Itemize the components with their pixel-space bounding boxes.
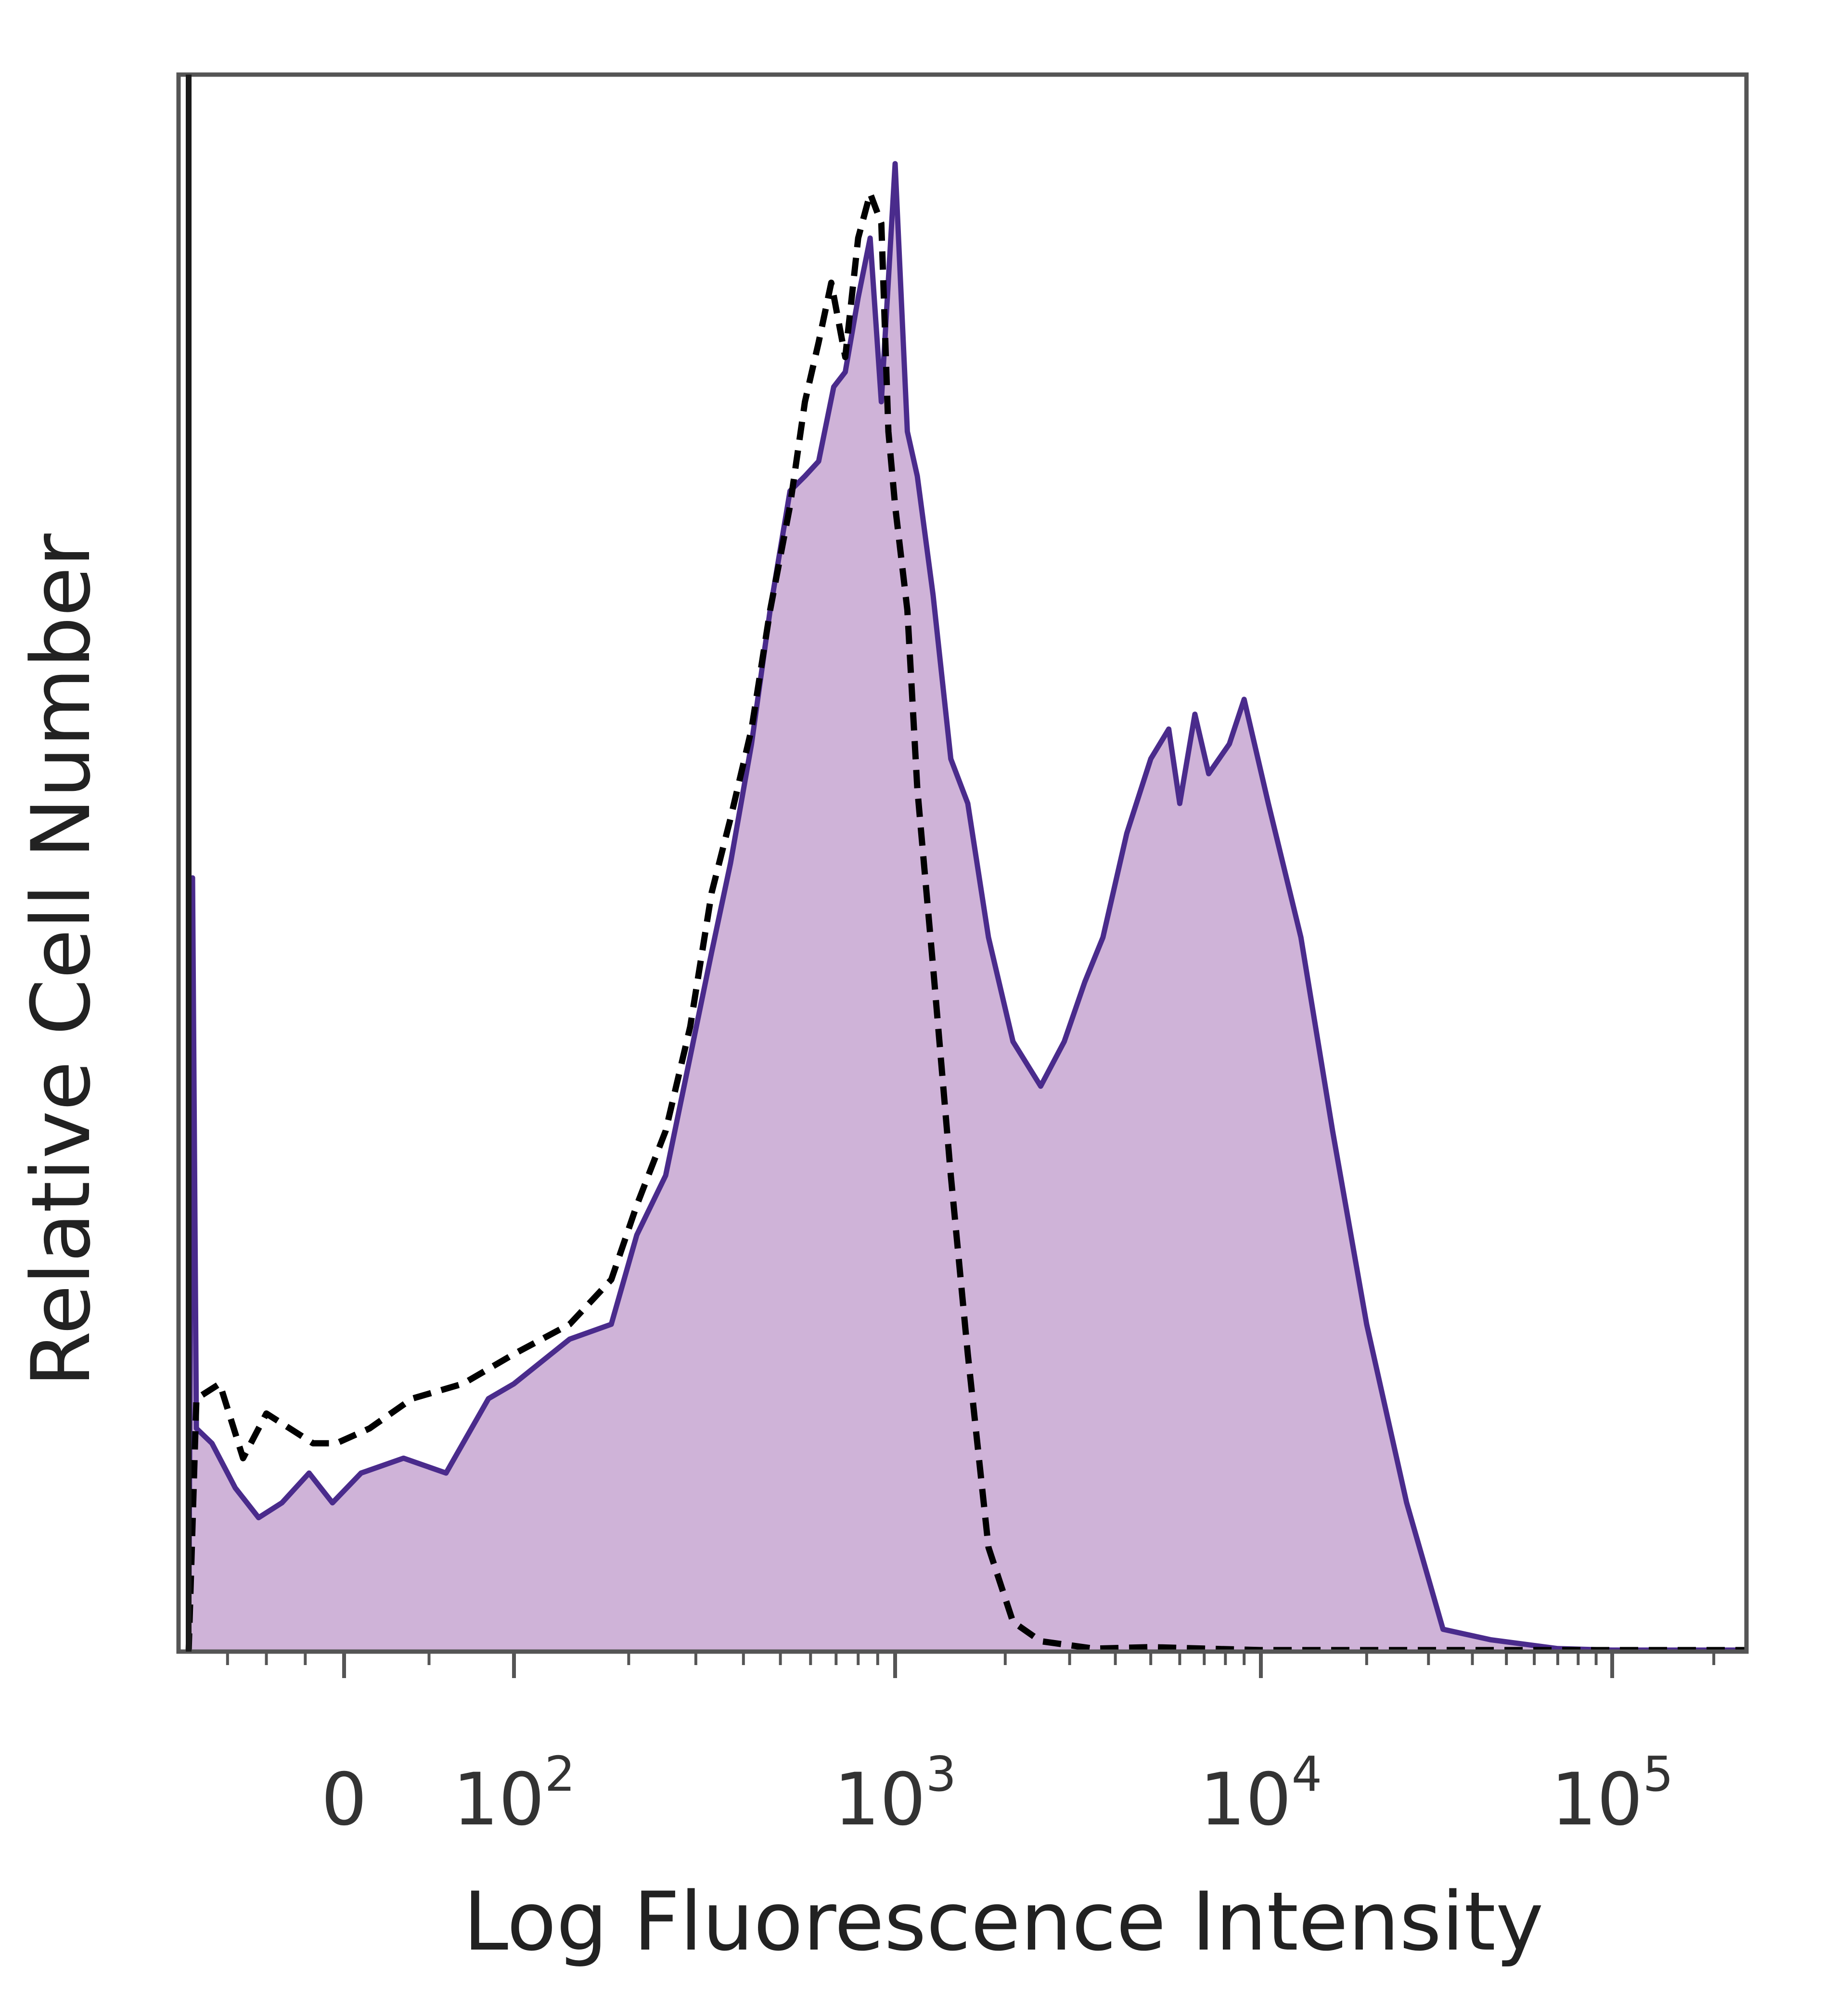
series-0-fill — [189, 164, 1746, 1652]
x-axis-ticks — [226, 1652, 1716, 1678]
x-tick-label: 104 — [1200, 1746, 1322, 1842]
y-axis-title: Relative Cell Number — [14, 533, 108, 1387]
plot-frame — [176, 72, 1749, 1654]
series-0-line — [186, 161, 1746, 1653]
series-layer — [185, 161, 1746, 1654]
x-tick-label: 0 — [321, 1758, 367, 1842]
x-tick-label: 103 — [834, 1746, 957, 1842]
series-1-line — [185, 190, 1746, 1654]
x-axis-title: Log Fluorescence Intensity — [463, 1874, 1544, 1969]
x-tick-label: 102 — [453, 1746, 576, 1842]
x-axis-tick-labels: 0 102 103 104 105 — [321, 1746, 1673, 1842]
x-tick-label: 105 — [1551, 1746, 1674, 1842]
